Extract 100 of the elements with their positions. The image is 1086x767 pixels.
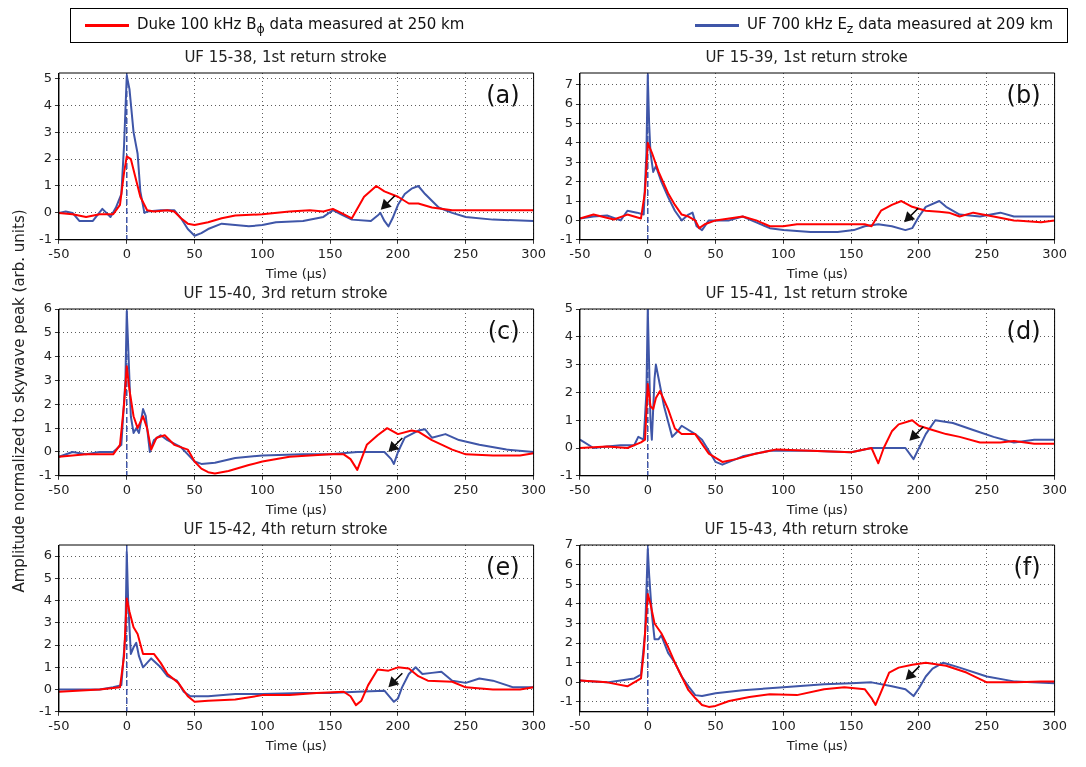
chart-title: UF 15-38, 1st return stroke [184, 47, 387, 66]
y-tick-label: 1 [564, 654, 573, 670]
x-axis-title: Time (μs) [785, 265, 848, 281]
x-tick-label: 200 [906, 481, 932, 497]
x-tick-label: 100 [770, 717, 796, 733]
annotation: (a) [486, 81, 520, 110]
y-tick-label: 4 [564, 328, 573, 344]
y-tick-label: 4 [43, 348, 52, 364]
x-tick-label: 0 [643, 717, 652, 733]
x-tick-label: 0 [122, 245, 131, 261]
y-tick-label: 4 [564, 595, 573, 611]
x-tick-label: 50 [707, 481, 724, 497]
y-tick-label: 2 [43, 395, 52, 411]
y-tick-label: 4 [564, 134, 573, 150]
x-tick-label: 300 [1042, 481, 1068, 497]
y-tick-label: 0 [564, 439, 573, 455]
y-tick-label: 6 [43, 547, 52, 563]
y-tick-label: 2 [564, 383, 573, 399]
annotation: (b) [1006, 81, 1041, 110]
y-tick-label: 0 [43, 443, 52, 459]
x-tick-label: 50 [186, 717, 203, 733]
chart-title: UF 15-40, 3rd return stroke [183, 283, 388, 302]
y-tick-label: 0 [43, 680, 52, 696]
y-tick-label: 6 [564, 556, 573, 571]
x-tick-label: 250 [974, 245, 1000, 261]
y-tick-label: 1 [564, 192, 573, 208]
x-tick-label: 100 [770, 481, 796, 497]
x-tick-label: 100 [249, 717, 275, 733]
annotation: (c) [487, 317, 520, 346]
y-tick-label: 5 [43, 324, 52, 340]
x-axis-title: Time (μs) [264, 501, 327, 517]
x-axis-title: Time (μs) [785, 501, 848, 517]
y-tick-label: 2 [564, 172, 573, 188]
x-tick-label: 150 [838, 245, 864, 261]
x-tick-label: -50 [569, 245, 591, 261]
x-axis-title: Time (μs) [785, 737, 848, 753]
x-axis-title: Time (μs) [264, 737, 327, 753]
x-tick-label: 50 [707, 245, 724, 261]
x-tick-label: 100 [249, 245, 275, 261]
y-tick-label: 3 [564, 614, 573, 630]
y-tick-label: 5 [564, 575, 573, 591]
y-tick-label: 5 [564, 300, 573, 316]
chart-title: UF 15-41, 1st return stroke [705, 283, 908, 302]
y-tick-label: 1 [43, 419, 52, 435]
y-tick-label: 6 [43, 300, 52, 316]
x-tick-label: 300 [1042, 245, 1068, 261]
y-axis-title: Amplitude normalized to skywave peak (arb. units) [10, 209, 28, 593]
x-tick-label: -50 [48, 717, 70, 733]
y-tick-label: -1 [559, 467, 573, 483]
x-tick-label: 0 [643, 245, 652, 261]
x-tick-label: 100 [770, 245, 796, 261]
y-tick-label: 5 [43, 69, 52, 85]
y-tick-label: 1 [43, 658, 52, 674]
annotation: (d) [1006, 317, 1041, 346]
x-axis-title: Time (μs) [264, 265, 327, 281]
y-tick-label: 7 [564, 76, 573, 92]
x-tick-label: 100 [249, 481, 275, 497]
x-tick-label: 150 [317, 717, 343, 733]
y-tick-label: -1 [38, 467, 52, 483]
x-tick-label: 0 [122, 717, 131, 733]
x-tick-label: -50 [569, 481, 591, 497]
x-tick-label: 50 [186, 481, 203, 497]
x-tick-label: 200 [385, 481, 411, 497]
chart-title: UF 15-43, 4th return stroke [704, 519, 909, 538]
x-tick-label: 250 [453, 245, 479, 261]
y-tick-label: 5 [43, 569, 52, 585]
chart-title: UF 15-42, 4th return stroke [183, 519, 388, 538]
y-tick-label: -1 [38, 231, 52, 247]
x-tick-label: 200 [385, 717, 411, 733]
x-tick-label: 300 [521, 717, 547, 733]
x-tick-label: 200 [906, 717, 932, 733]
legend-label: Duke 100 kHz B$_{ϕ}$ data measured at 250 km [137, 15, 465, 36]
y-tick-label: 0 [564, 673, 573, 689]
y-tick-label: 3 [564, 153, 573, 169]
y-tick-label: 4 [43, 591, 52, 607]
x-tick-label: -50 [569, 717, 591, 733]
y-tick-label: 6 [564, 95, 573, 111]
x-tick-label: 250 [453, 481, 479, 497]
y-tick-label: 2 [564, 634, 573, 650]
chart-title: UF 15-39, 1st return stroke [705, 47, 908, 66]
y-tick-label: 5 [564, 114, 573, 130]
y-tick-label: 3 [43, 371, 52, 387]
x-tick-label: 50 [707, 717, 724, 733]
y-tick-label: -1 [559, 693, 573, 709]
x-tick-label: 150 [838, 481, 864, 497]
x-tick-label: -50 [48, 245, 70, 261]
y-tick-label: -1 [38, 703, 52, 719]
x-tick-label: 250 [974, 717, 1000, 733]
x-tick-label: 0 [122, 481, 131, 497]
x-tick-label: 150 [317, 481, 343, 497]
x-tick-label: 0 [643, 481, 652, 497]
y-tick-label: 1 [564, 411, 573, 427]
x-tick-label: 250 [974, 481, 1000, 497]
x-tick-label: 300 [521, 481, 547, 497]
y-tick-label: 4 [43, 96, 52, 112]
x-tick-label: 50 [186, 245, 203, 261]
y-tick-label: 2 [43, 636, 52, 652]
x-tick-label: 200 [385, 245, 411, 261]
y-tick-label: 2 [43, 150, 52, 166]
x-tick-label: 150 [838, 717, 864, 733]
